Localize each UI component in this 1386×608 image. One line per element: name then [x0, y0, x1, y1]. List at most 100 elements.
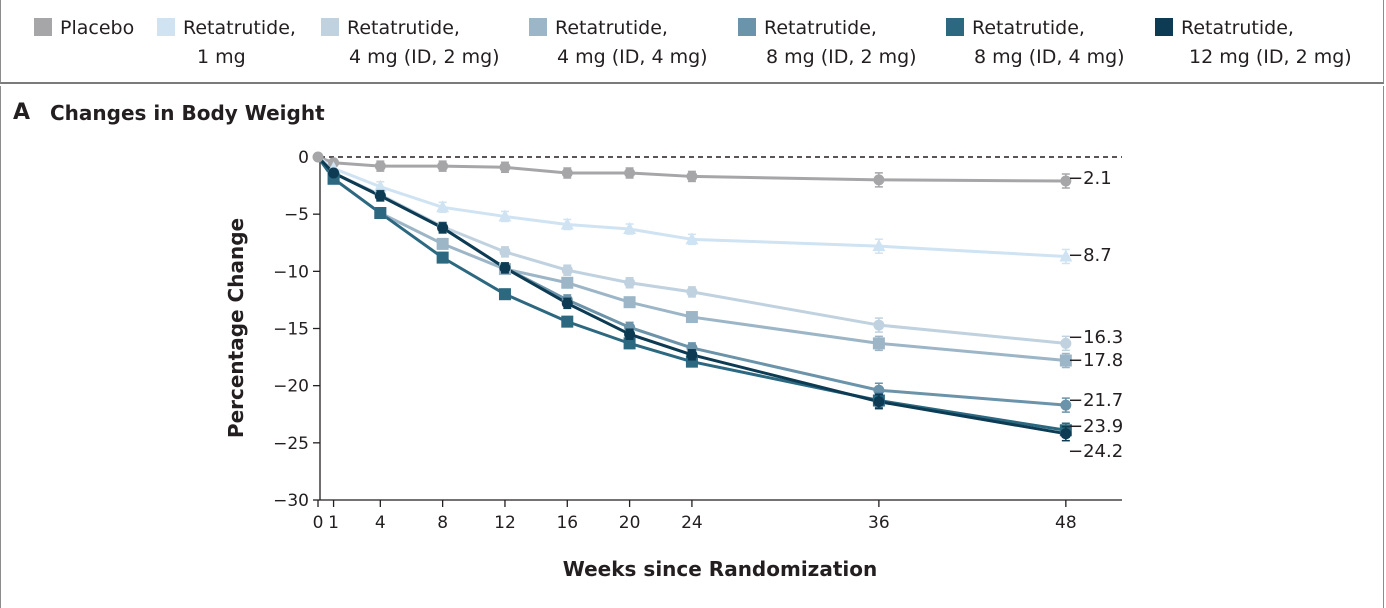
x-tick-label: 0: [313, 513, 324, 533]
legend-item-4mg-id2: Retatrutide, 4 mg (ID, 2 mg): [321, 14, 500, 72]
legend: Placebo Retatrutide, 1 mg Retatrutide, 4 m…: [0, 0, 1384, 84]
data-point: [373, 179, 387, 192]
legend-item-8mg-id2: Retatrutide, 8 mg (ID, 2 mg): [738, 14, 917, 72]
legend-swatch: [157, 18, 175, 36]
data-point: [561, 297, 573, 309]
x-tick-label: 4: [375, 513, 386, 533]
series-line: [317, 155, 1066, 258]
data-point: [561, 315, 574, 328]
data-point: [560, 217, 574, 230]
y-tick-label: −25: [273, 434, 309, 454]
series-line: [316, 155, 1066, 407]
data-point: [436, 251, 449, 264]
y-tick-label: −30: [273, 491, 309, 511]
y-tick-label: −5: [284, 205, 309, 225]
y-tick-label: −10: [273, 262, 309, 282]
data-point: [1060, 175, 1072, 187]
x-tick-label: 48: [1055, 513, 1077, 533]
data-point: [374, 190, 386, 202]
y-tick-label: −20: [273, 377, 309, 397]
legend-label: Retatrutide, 4 mg (ID, 2 mg): [347, 17, 500, 68]
data-point: [686, 349, 698, 361]
data-point: [623, 222, 637, 235]
data-point: [624, 167, 636, 179]
data-point: [872, 239, 886, 252]
data-point: [499, 246, 511, 258]
data-point: [685, 232, 699, 245]
data-point: [873, 396, 885, 408]
data-point: [872, 337, 885, 350]
legend-item-8mg-id4: Retatrutide, 8 mg (ID, 4 mg): [946, 14, 1125, 72]
y-tick-label: −15: [273, 320, 309, 340]
data-point: [374, 207, 387, 220]
data-point: [685, 311, 698, 324]
y-tick-label: 0: [298, 148, 309, 168]
data-point: [1060, 428, 1072, 440]
data-point: [624, 277, 636, 289]
legend-label: Retatrutide, 8 mg (ID, 4 mg): [972, 17, 1125, 68]
legend-swatch: [529, 18, 547, 36]
x-tick-label: 1: [328, 513, 339, 533]
legend-swatch: [738, 18, 756, 36]
data-point: [437, 160, 449, 172]
legend-label: Retatrutide, 12 mg (ID, 2 mg): [1181, 17, 1352, 68]
x-tick-label: 12: [494, 513, 516, 533]
data-point: [328, 167, 340, 179]
legend-label: Retatrutide, 4 mg (ID, 4 mg): [555, 17, 708, 68]
end-value-label: −16.3: [1068, 327, 1123, 348]
legend-label: Retatrutide, 8 mg (ID, 2 mg): [764, 17, 917, 68]
x-axis-title: Weeks since Randomization: [562, 557, 878, 581]
y-axis-title: Percentage Change: [224, 217, 248, 439]
end-value-label: −8.7: [1068, 245, 1112, 266]
data-point: [1059, 354, 1072, 367]
data-point: [623, 337, 636, 350]
data-point: [498, 288, 511, 301]
legend-label: Retatrutide, 1 mg: [183, 17, 296, 68]
data-point: [623, 296, 636, 309]
end-value-label: −17.8: [1068, 350, 1123, 371]
data-point: [436, 237, 449, 250]
end-value-label: −24.2: [1068, 441, 1123, 462]
data-point: [686, 286, 698, 298]
data-point: [436, 200, 450, 213]
data-point: [1060, 337, 1072, 349]
x-tick-label: 16: [556, 513, 578, 533]
data-point: [498, 209, 512, 222]
x-tick-label: 24: [681, 513, 703, 533]
legend-item-4mg-id4: Retatrutide, 4 mg (ID, 4 mg): [529, 14, 708, 72]
legend-item-12mg-id2: Retatrutide, 12 mg (ID, 2 mg): [1155, 14, 1352, 72]
data-point: [374, 160, 386, 172]
end-value-label: −23.9: [1068, 416, 1123, 437]
data-point: [561, 276, 574, 289]
end-value-label: −2.1: [1068, 168, 1112, 189]
panel-title: Changes in Body Weight: [50, 101, 325, 125]
x-tick-label: 36: [868, 513, 890, 533]
legend-item-1mg: Retatrutide, 1 mg: [157, 14, 296, 72]
legend-label: Placebo: [60, 17, 135, 39]
data-point: [1060, 399, 1072, 411]
data-point: [561, 167, 573, 179]
series-line: [316, 156, 1067, 432]
data-point: [312, 151, 324, 163]
data-point: [437, 222, 449, 234]
legend-swatch: [946, 18, 964, 36]
data-point: [686, 170, 698, 182]
series-line: [316, 155, 1067, 436]
legend-swatch: [34, 18, 52, 36]
data-point: [873, 174, 885, 186]
x-tick-label: 8: [437, 513, 448, 533]
end-value-label: −21.7: [1068, 390, 1123, 411]
data-point: [499, 161, 511, 173]
legend-swatch: [1155, 18, 1173, 36]
x-tick-label: 20: [619, 513, 641, 533]
data-point: [624, 328, 636, 340]
data-point: [499, 262, 511, 274]
legend-item-placebo: Placebo: [34, 14, 134, 43]
data-point: [561, 264, 573, 276]
series-line: [317, 155, 1066, 183]
data-point: [873, 319, 885, 331]
legend-swatch: [321, 18, 339, 36]
series-line: [316, 156, 1066, 363]
data-point: [1059, 249, 1073, 262]
